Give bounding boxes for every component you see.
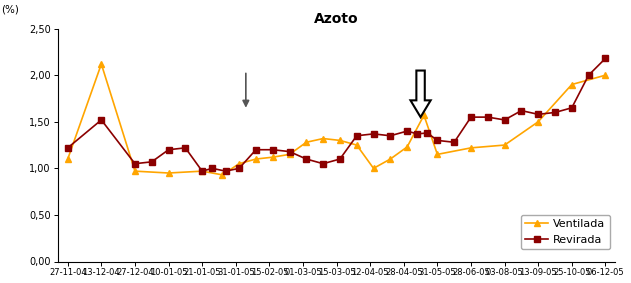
Ventilada: [64, 157, 71, 161]
Line: Ventilada: Ventilada: [65, 61, 608, 178]
Revirada: [451, 141, 458, 144]
Line: Revirada: Revirada: [65, 56, 608, 174]
Ventilada: [501, 143, 509, 147]
Revirada: [208, 167, 216, 170]
Revirada: [467, 115, 475, 119]
Ventilada: [403, 145, 411, 149]
Legend: Ventilada, Revirada: Ventilada, Revirada: [521, 215, 610, 249]
Revirada: [517, 109, 525, 112]
Revirada: [198, 170, 206, 173]
Ventilada: [601, 74, 609, 77]
Revirada: [585, 74, 593, 77]
Revirada: [403, 129, 411, 133]
Revirada: [98, 118, 105, 122]
Revirada: [534, 113, 542, 116]
Ventilada: [319, 137, 327, 140]
Ventilada: [534, 120, 542, 123]
Revirada: [302, 157, 310, 161]
Text: (%): (%): [1, 5, 19, 15]
Ventilada: [98, 62, 105, 66]
Ventilada: [387, 157, 394, 161]
Revirada: [484, 115, 492, 119]
Revirada: [353, 134, 360, 138]
Ventilada: [353, 143, 360, 147]
Revirada: [182, 146, 189, 149]
FancyArrow shape: [411, 70, 430, 117]
Ventilada: [302, 141, 310, 144]
Ventilada: [218, 173, 226, 177]
Revirada: [131, 162, 139, 165]
Revirada: [601, 57, 609, 60]
Revirada: [148, 160, 155, 164]
Ventilada: [198, 170, 206, 173]
Revirada: [64, 146, 71, 149]
Ventilada: [433, 153, 441, 156]
Revirada: [423, 131, 431, 135]
Revirada: [286, 150, 293, 153]
Revirada: [413, 132, 421, 136]
Revirada: [551, 111, 559, 114]
Title: Azoto: Azoto: [314, 12, 359, 26]
Revirada: [165, 148, 172, 151]
Revirada: [370, 132, 377, 136]
Ventilada: [165, 171, 172, 175]
Revirada: [568, 106, 575, 110]
Ventilada: [286, 153, 293, 156]
Revirada: [387, 134, 394, 138]
Revirada: [235, 167, 243, 170]
Ventilada: [131, 170, 139, 173]
Ventilada: [370, 167, 377, 170]
Ventilada: [252, 157, 260, 161]
Ventilada: [235, 162, 243, 165]
Revirada: [319, 162, 327, 165]
Revirada: [222, 170, 230, 173]
Revirada: [336, 157, 344, 161]
Ventilada: [269, 155, 276, 159]
Ventilada: [467, 146, 475, 149]
Revirada: [269, 148, 276, 151]
Ventilada: [568, 83, 575, 86]
Revirada: [252, 148, 260, 151]
Ventilada: [336, 139, 344, 142]
Revirada: [433, 139, 441, 142]
Ventilada: [420, 113, 428, 117]
Revirada: [501, 118, 509, 122]
